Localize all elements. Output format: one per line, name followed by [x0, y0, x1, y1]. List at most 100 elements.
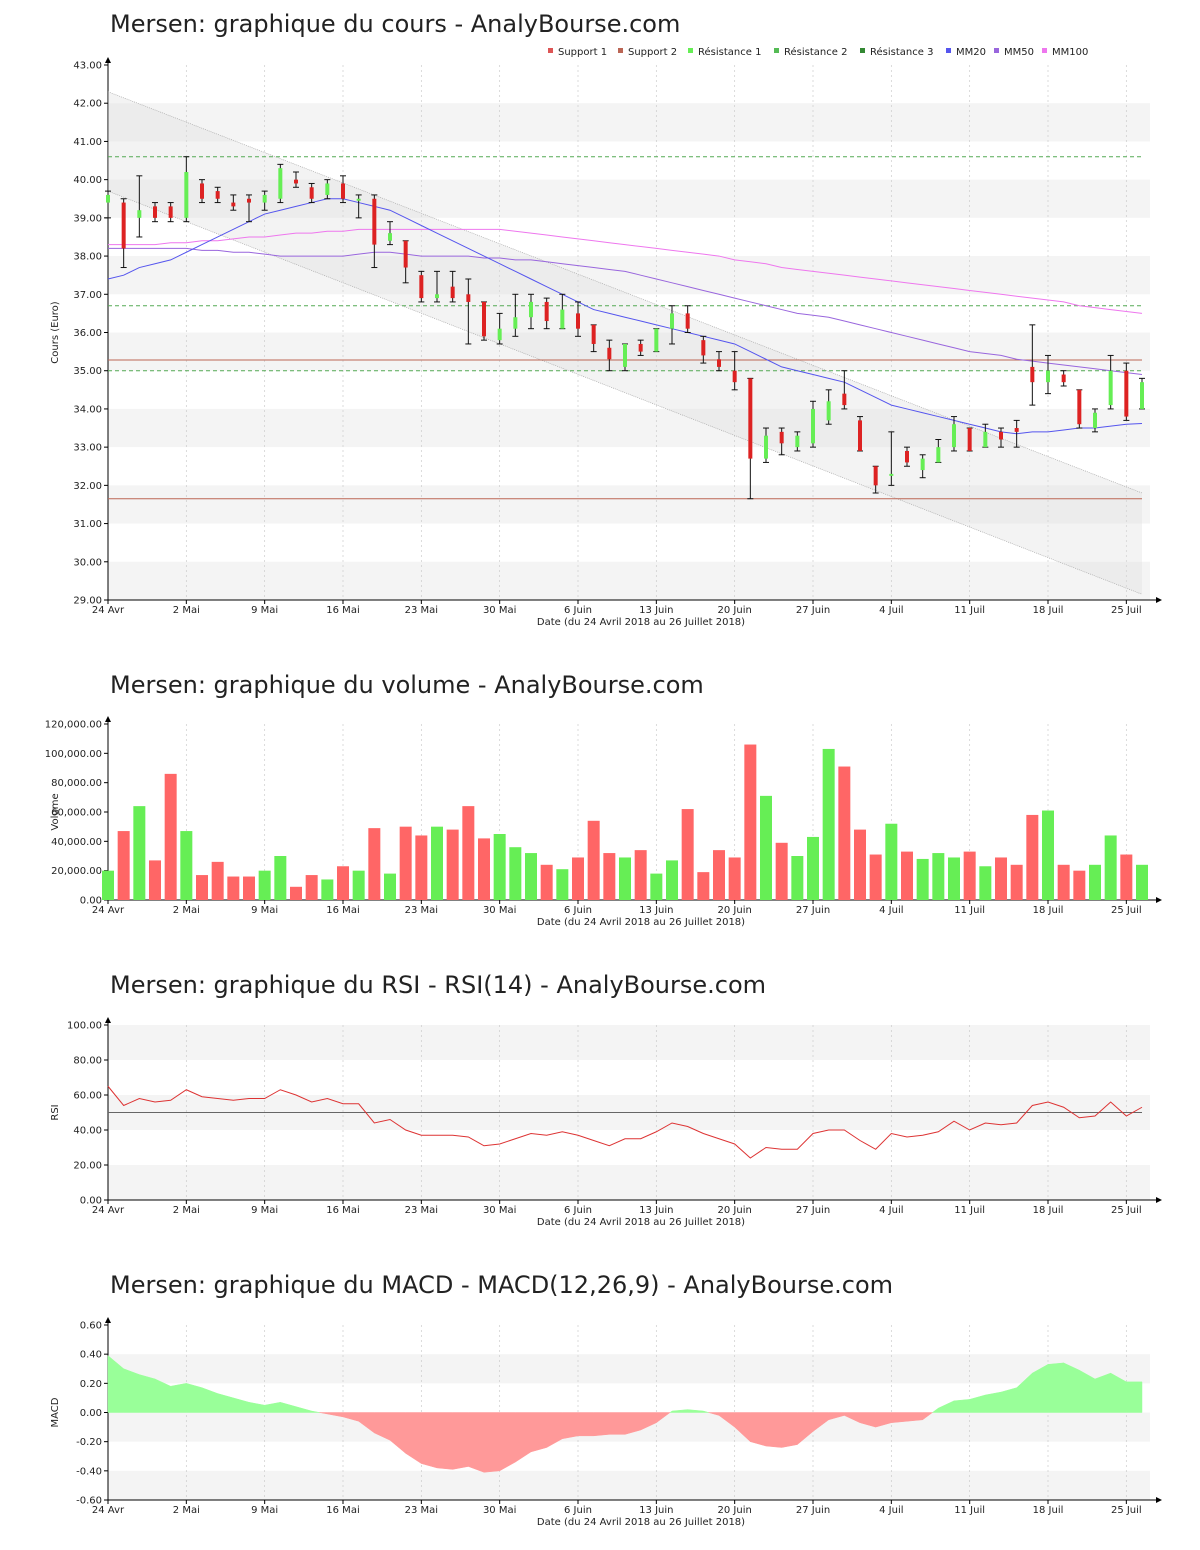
macd-positive-area [1032, 1363, 1049, 1413]
candle-body [999, 431, 1003, 440]
grid-band [108, 1165, 1150, 1200]
x-tick-label: 2 Mai [173, 1205, 200, 1216]
macd-negative-area [546, 1412, 563, 1448]
macd-positive-area [938, 1400, 955, 1413]
legend-label: MM20 [956, 47, 986, 58]
y-tick-label: 20,000.00 [51, 866, 102, 877]
x-tick-label: 20 Juin [718, 605, 752, 616]
candle-body [779, 431, 784, 444]
candle-body [670, 313, 674, 329]
x-tick-label: 16 Mai [326, 605, 359, 616]
volume-bar [117, 831, 130, 900]
x-axis-label: Date (du 24 Avril 2018 au 26 Juillet 201… [537, 917, 745, 928]
candle-body [967, 428, 972, 451]
volume-bar [431, 826, 443, 900]
x-tick-label: 24 Avr [92, 1205, 125, 1216]
x-tick-label: 13 Juin [639, 1205, 673, 1216]
volume-bar [337, 866, 349, 900]
candle-body [1014, 428, 1019, 432]
volume-bar [102, 870, 114, 900]
volume-bar [274, 856, 287, 900]
candle-body [1093, 412, 1097, 429]
x-axis-label: Date (du 24 Avril 2018 au 26 Juillet 201… [537, 1517, 745, 1528]
x-tick-label: 4 Juil [879, 1505, 903, 1516]
volume-bar [869, 854, 882, 900]
candle-body [952, 424, 956, 448]
y-axis-label: MACD [50, 1397, 61, 1427]
legend-label: Support 2 [628, 47, 677, 58]
volume-bar [822, 748, 835, 900]
macd-negative-area [515, 1412, 532, 1463]
legend-swatch [994, 48, 999, 53]
candle-body [1108, 370, 1113, 406]
grid-band [108, 1470, 1150, 1500]
y-tick-label: 100,000.00 [45, 749, 102, 760]
macd-negative-area [609, 1412, 626, 1435]
x-tick-label: 9 Mai [251, 905, 278, 916]
macd-positive-area [233, 1397, 250, 1413]
volume-bar [901, 851, 913, 900]
macd-positive-area [1047, 1362, 1064, 1413]
volume-bar [979, 866, 992, 900]
volume-bar [587, 820, 600, 900]
macd-chart-title: Mersen: graphique du MACD - MACD(12,26,9… [110, 1271, 894, 1299]
volume-bar [634, 850, 647, 900]
candle-body [654, 328, 659, 352]
volume-bar [744, 744, 757, 900]
y-tick-label: 0.00 [80, 896, 102, 907]
candle-body [795, 435, 800, 448]
candle-body [215, 191, 220, 199]
x-tick-label: 2 Mai [173, 1505, 200, 1516]
volume-bar [1042, 810, 1054, 900]
y-tick-label: 32.00 [73, 481, 102, 492]
volume-bar [932, 853, 945, 900]
macd-negative-area [781, 1412, 798, 1448]
volume-bar [572, 857, 584, 900]
volume-bar [493, 834, 506, 900]
candle-body [121, 202, 126, 249]
volume-bar [211, 861, 224, 900]
x-tick-label: 13 Juin [639, 1505, 673, 1516]
x-tick-label: 23 Mai [405, 905, 438, 916]
macd-positive-area [1000, 1387, 1017, 1413]
volume-bar [149, 860, 161, 900]
candle-body [732, 370, 737, 383]
y-tick-label: 40.00 [73, 1126, 102, 1137]
candle-body [905, 450, 909, 463]
macd-chart: -0.60 -0.40 -0.20 0.00 0.20 0.40 0.60 24 Avr 2 M… [50, 1317, 1162, 1528]
candle-body [529, 301, 533, 318]
candle-body [560, 309, 565, 329]
macd-positive-area [154, 1378, 171, 1413]
macd-positive-area [671, 1409, 688, 1413]
candle-body [889, 473, 894, 476]
candle-body [764, 435, 768, 459]
volume-bar [1073, 870, 1086, 900]
x-tick-label: 30 Mai [483, 1205, 516, 1216]
rsi-chart: 0.00 20.00 40.00 60.00 80.00 100.00 24 Avr 2 Ma… [50, 1017, 1162, 1228]
x-tick-label: 6 Juin [564, 1205, 592, 1216]
candle-body [936, 447, 941, 463]
volume-bar [509, 847, 522, 900]
x-tick-label: 24 Avr [92, 605, 125, 616]
candle-body [325, 183, 330, 195]
x-tick-label: 23 Mai [405, 605, 438, 616]
volume-bar [1026, 814, 1039, 900]
macd-negative-area [906, 1412, 923, 1422]
macd-positive-area [1063, 1362, 1080, 1413]
rsi-line [107, 1085, 1143, 1159]
volume-bar [1120, 854, 1133, 900]
volume-bar [164, 773, 177, 900]
volume-bar [1089, 864, 1101, 900]
macd-positive-area [703, 1410, 709, 1413]
candle-body [1061, 374, 1066, 383]
candle-body [497, 328, 502, 341]
volume-bar [916, 858, 929, 900]
x-tick-label: 24 Avr [92, 1505, 125, 1516]
y-tick-label: 43.00 [73, 61, 102, 72]
x-tick-label: 25 Juil [1111, 905, 1142, 916]
grid-band [108, 1025, 1150, 1060]
volume-bar [603, 853, 616, 900]
x-tick-label: 6 Juin [564, 905, 592, 916]
volume-bar [415, 835, 428, 900]
candle-body [1046, 370, 1050, 383]
